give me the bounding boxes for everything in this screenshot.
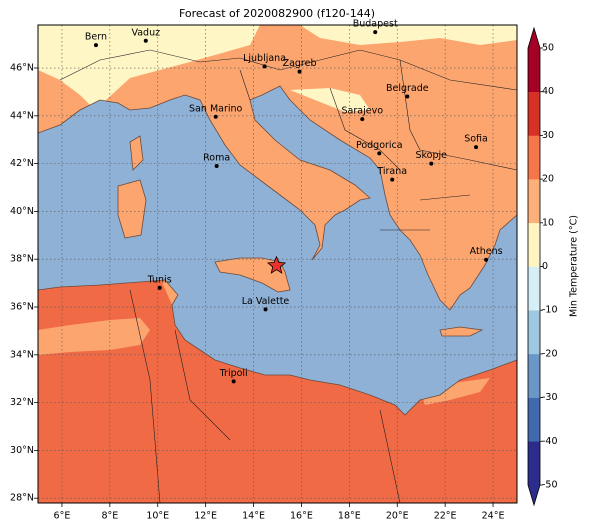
city-label: Zagreb <box>283 58 317 69</box>
y-tick-label: 32°N <box>10 397 34 408</box>
x-tick-label: 10°E <box>146 511 169 522</box>
colorbar-band <box>528 310 540 355</box>
x-tick-label: 14°E <box>242 511 265 522</box>
y-tick-label: 40°N <box>10 206 34 217</box>
y-tick-label: 42°N <box>10 158 34 169</box>
city-label: Vaduz <box>131 27 160 38</box>
forecast-point <box>267 255 287 274</box>
city-label: Skopje <box>415 150 447 161</box>
city-dot <box>377 151 382 156</box>
corsica <box>129 135 144 171</box>
colorbar-band <box>528 222 540 267</box>
city-label: Tunis <box>147 274 172 285</box>
city-dot <box>405 94 410 99</box>
city-dot <box>231 379 236 384</box>
city-dot <box>360 117 365 122</box>
colorbar-band <box>528 135 540 180</box>
city-dot <box>474 145 479 150</box>
y-tick-label: 28°N <box>10 493 34 504</box>
colorbar-band <box>528 179 540 224</box>
title: Forecast of 2020082900 (f120-144) <box>179 7 375 20</box>
colorbar-tick-label: -40 <box>542 436 558 447</box>
city-dot <box>157 285 162 290</box>
colorbar-tick-label: 0 <box>542 261 548 272</box>
colorbar-tick-label: 20 <box>542 174 554 185</box>
colorbar-band <box>528 91 540 136</box>
city-label: Ljubljana <box>243 53 286 64</box>
colorbar-band <box>528 266 540 311</box>
x-tick-label: 6°E <box>54 511 71 522</box>
city-label: Sofia <box>464 134 488 145</box>
cool-land <box>300 25 517 45</box>
y-tick-label: 46°N <box>10 63 34 74</box>
basemap <box>38 25 517 503</box>
city-dot <box>263 307 268 312</box>
city-label: Belgrade <box>386 83 429 94</box>
city-label: Bern <box>85 32 107 43</box>
city-dot <box>390 177 395 182</box>
y-tick-label: 44°N <box>10 110 34 121</box>
map-frame <box>37 24 518 504</box>
city-label: San Marino <box>189 103 242 114</box>
sea <box>38 85 517 416</box>
y-tick-label: 30°N <box>10 445 34 456</box>
colorbar: -50 -40 -30 -20 -10 0 10 20 30 40 50 <box>527 26 558 507</box>
city-dot <box>214 164 219 169</box>
colorbar-band <box>528 353 540 398</box>
crete <box>439 326 484 337</box>
city-dot <box>143 38 148 43</box>
grid: 6°E 8°E 10°E 12°E 14°E 16°E 18°E 20°E 22°E 24°E 28… <box>10 25 517 522</box>
city-label: Tirana <box>376 166 407 177</box>
x-tick-label: 8°E <box>101 511 118 522</box>
cool-land <box>38 25 260 110</box>
x-tick-label: 16°E <box>290 511 313 522</box>
sicily <box>214 257 291 293</box>
warm-land <box>38 318 150 355</box>
city-dot <box>262 64 267 69</box>
warm-land <box>420 378 490 405</box>
colorbar-band <box>528 397 540 442</box>
colorbar-band <box>528 48 540 92</box>
colorbar-tick-label: 30 <box>542 130 554 141</box>
colorbar-tick-label: 10 <box>542 217 554 228</box>
x-tick-label: 24°E <box>482 511 505 522</box>
city-label: Sarajevo <box>342 106 384 117</box>
city-dot <box>297 69 302 74</box>
colorbar-tick-label: -20 <box>542 348 558 359</box>
colorbar-tick-label: -50 <box>542 480 558 491</box>
colorbar-tick-label: -10 <box>542 305 558 316</box>
city-dot <box>373 30 378 35</box>
x-tick-label: 12°E <box>194 511 217 522</box>
sardinia <box>117 179 147 239</box>
cool-land <box>290 88 370 112</box>
city-label: Podgorica <box>356 140 403 151</box>
colorbar-tick-label: 50 <box>542 43 554 54</box>
colorbar-label: Min Temperature (°C) <box>569 215 580 317</box>
city-dot <box>484 257 489 262</box>
colorbar-band <box>528 441 540 486</box>
city-label: Roma <box>203 153 230 164</box>
y-tick-label: 34°N <box>10 349 34 360</box>
colorbar-tick-label: 40 <box>542 86 554 97</box>
colorbar-extend-top <box>528 28 540 48</box>
x-tick-label: 18°E <box>338 511 361 522</box>
colorbar-extend-bottom <box>528 485 540 505</box>
city-label: Tripoli <box>219 368 248 379</box>
city-label: Athens <box>470 246 503 257</box>
city-label: Budapest <box>353 19 398 30</box>
y-tick-label: 36°N <box>10 302 34 313</box>
city-dot <box>429 161 434 166</box>
x-tick-label: 22°E <box>434 511 457 522</box>
city-label: La Valette <box>242 296 290 307</box>
y-tick-label: 38°N <box>10 254 34 265</box>
x-tick-label: 20°E <box>386 511 409 522</box>
colorbar-tick-label: -30 <box>542 392 558 403</box>
city-dot <box>93 43 98 48</box>
city-dot <box>213 114 218 119</box>
